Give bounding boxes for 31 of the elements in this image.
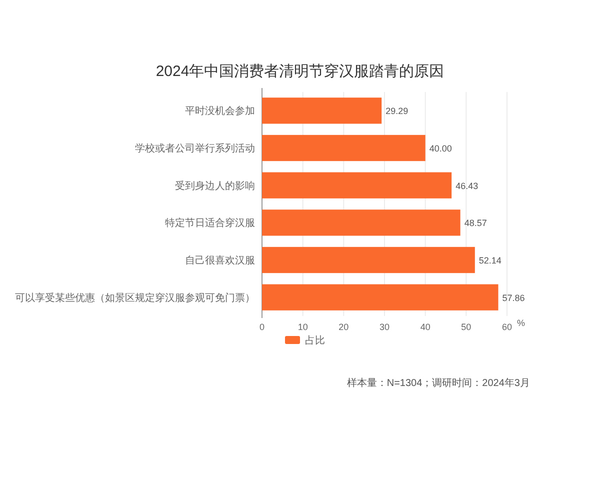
data-label: 46.43 (456, 180, 478, 191)
x-axis-title: % (517, 318, 526, 328)
data-label: 57.86 (502, 292, 525, 303)
plot: 0 10 20 30 40 50 60 平时没机会参加 学校或者公司举行系列活动 受到身边人的影响 特定节日适合穿汉服 自己很喜欢汉服 可以享受某些优惠（如景区规定穿汉服参观可免门票） 29.29 40.00 46.43 48.57 52.14 57.86 % (15, 88, 526, 332)
bar (262, 172, 452, 198)
data-label: 52.14 (478, 256, 502, 266)
x-tick-label: 0 (259, 322, 265, 332)
data-label: 48.57 (464, 218, 487, 228)
bar (262, 284, 498, 310)
data-label: 29.29 (386, 106, 408, 116)
data-label: 40.00 (429, 144, 452, 154)
y-tick-label: 受到身边人的影响 (175, 180, 255, 192)
title: 2024年中国消费者清明节穿汉服踏青的原因 (156, 63, 444, 80)
bar (262, 246, 475, 274)
legend-label: 占比 (305, 334, 325, 346)
x-tick-label: 10 (298, 322, 308, 332)
x-tick-label: 40 (420, 322, 430, 332)
legend: 占比 (285, 336, 325, 346)
text: 样本量：N=1304；调研时间：2024年3月 (346, 377, 530, 389)
y-tick-label: 特定节日适合穿汉服 (165, 217, 255, 230)
x-tick-label: 50 (461, 322, 472, 332)
y-tick-label: 自己很喜欢汉服 (185, 254, 255, 266)
bar (262, 210, 460, 236)
x-tick-label: 60 (502, 322, 512, 332)
y-tick-label: 可以享受某些优惠（如景区规定穿汉服参观可免门票） (15, 292, 255, 304)
bar (262, 134, 426, 162)
y-tick-label: 平时没机会参加 (185, 105, 255, 118)
x-tick-label: 20 (338, 322, 349, 332)
x-tick-label: 30 (379, 322, 390, 332)
y-tick-label: 学校或者公司举行系列活动 (135, 142, 255, 154)
bar (262, 98, 382, 124)
